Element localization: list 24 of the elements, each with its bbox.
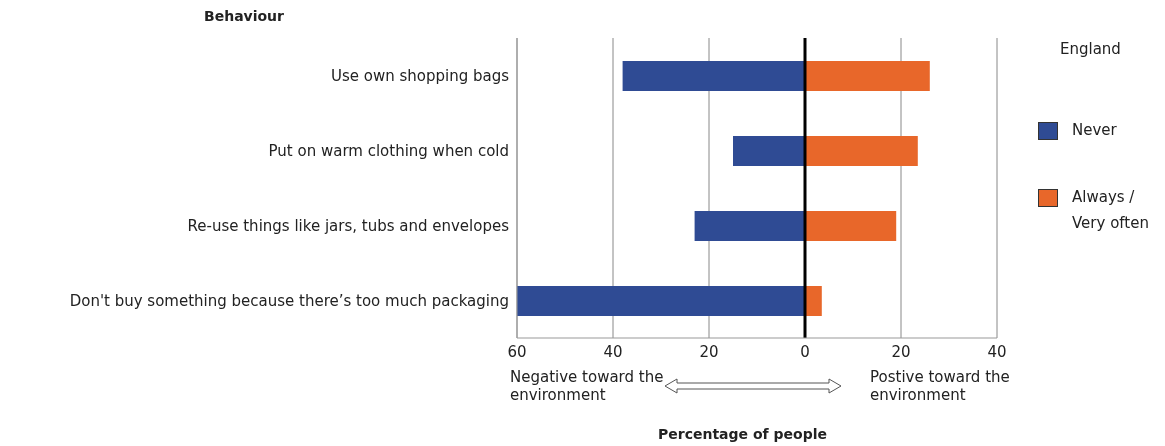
x-tick-label: 20: [891, 342, 911, 361]
bar: [733, 136, 805, 166]
y-tick-label: Re-use things like jars, tubs and envelopes: [187, 216, 510, 235]
x-tick-label: 40: [987, 342, 1007, 361]
legend-label: Never: [1072, 120, 1118, 141]
bar: [517, 286, 805, 316]
bar: [622, 61, 805, 91]
text: Postive toward the environment: [870, 368, 1011, 404]
y-tick-label: Use own shopping bags: [330, 66, 510, 85]
y-axis-title: Behaviour: [204, 8, 284, 24]
bar: [805, 61, 930, 91]
x-tick-label: 0: [800, 342, 810, 361]
x-tick-label: 60: [507, 342, 527, 361]
y-tick-label: Put on warm clothing when cold: [268, 141, 509, 160]
bar: [805, 211, 897, 241]
x-tick-label: 40: [603, 342, 623, 361]
bar: [694, 211, 805, 241]
x-tick-label: 20: [699, 342, 719, 361]
legend-label: Always / Very often: [1072, 187, 1150, 234]
y-tick-label: Don't buy something because there’s too much packaging: [69, 291, 509, 310]
legend-title: England: [1060, 40, 1122, 58]
bar: [805, 136, 918, 166]
text: Negative toward the environment: [510, 368, 665, 404]
x-axis-title: Percentage of people: [658, 426, 827, 442]
